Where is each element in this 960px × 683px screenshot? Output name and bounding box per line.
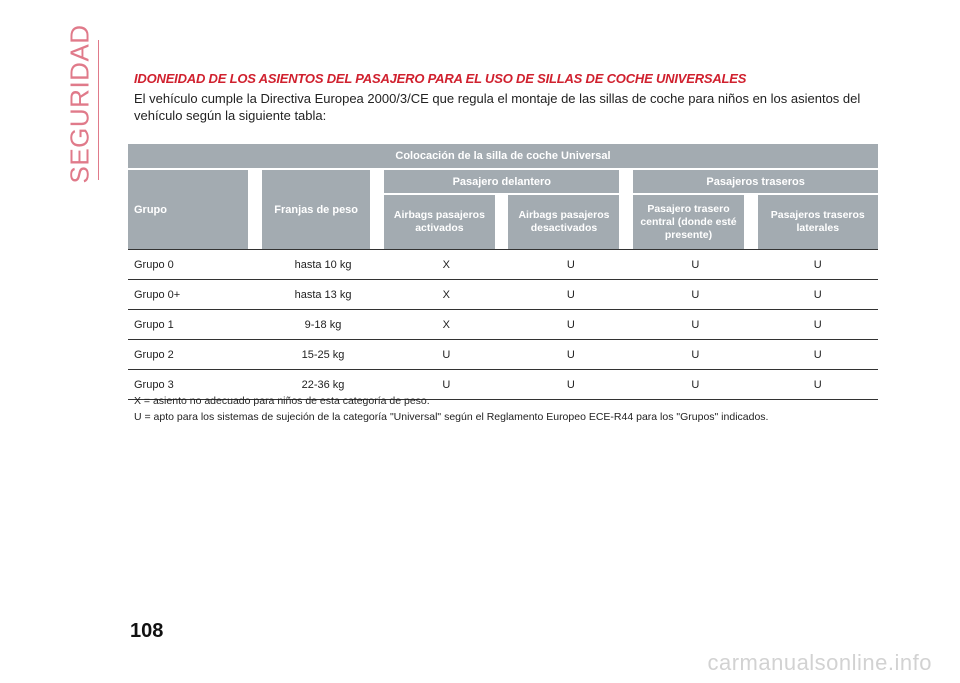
cell-airbag-on: U — [384, 340, 509, 370]
table-legend: X = asiento no adecuado para niños de es… — [134, 393, 914, 425]
header-airbag-on: Airbags pasajeros activados — [384, 195, 495, 249]
cell-airbag-on: X — [384, 249, 509, 280]
header-airbag-off: Airbags pasajeros desactivados — [508, 195, 620, 249]
cell-airbag-off: U — [508, 280, 634, 310]
cell-airbag-on: X — [384, 310, 509, 340]
cell-rear-center: U — [633, 370, 758, 400]
header-rear-center: Pasajero trasero central (donde esté pre… — [633, 195, 744, 249]
page-number: 108 — [130, 620, 164, 642]
side-divider — [98, 40, 99, 180]
header-rear-lateral: Pasajeros traseros laterales — [757, 195, 878, 249]
cell-airbag-off: U — [508, 310, 634, 340]
cell-weight: 22-36 kg — [261, 370, 385, 400]
cell-group: Grupo 3 — [128, 370, 262, 400]
cell-airbag-off: U — [508, 370, 634, 400]
cell-group: Grupo 0+ — [128, 280, 262, 310]
cell-rear-lateral: U — [757, 340, 878, 370]
header-weight: Franjas de peso — [261, 170, 371, 249]
cell-rear-lateral: U — [757, 310, 878, 340]
child-seat-table: Colocación de la silla de coche Universa… — [128, 144, 878, 400]
cell-weight: hasta 13 kg — [261, 280, 385, 310]
header-rear-passengers: Pasajeros traseros — [633, 170, 878, 195]
cell-rear-center: U — [633, 310, 758, 340]
cell-weight: hasta 10 kg — [261, 249, 385, 280]
table-body: Grupo 0 hasta 10 kg X U U U Grupo 0+ has… — [128, 249, 878, 400]
legend-x: X = asiento no adecuado para niños de es… — [134, 395, 430, 407]
intro-paragraph: El vehículo cumple la Directiva Europea … — [134, 91, 861, 123]
cell-airbag-off: U — [508, 249, 634, 280]
cell-group: Grupo 2 — [128, 340, 262, 370]
table-row: Grupo 0 hasta 10 kg X U U U — [128, 249, 878, 280]
legend-u: U = apto para los sistemas de sujeción d… — [134, 411, 769, 423]
header-group: Grupo — [128, 170, 249, 249]
cell-group: Grupo 1 — [128, 310, 262, 340]
table-row: Grupo 3 22-36 kg U U U U — [128, 370, 878, 400]
header-front-passenger: Pasajero delantero — [384, 170, 620, 195]
section-side-label: SEGURIDAD — [64, 24, 95, 184]
cell-rear-lateral: U — [757, 370, 878, 400]
watermark: carmanualsonline.info — [707, 650, 932, 675]
cell-airbag-on: X — [384, 280, 509, 310]
cell-rear-center: U — [633, 249, 758, 280]
table-title: Colocación de la silla de coche Universa… — [128, 144, 878, 170]
cell-rear-lateral: U — [757, 280, 878, 310]
table-row: Grupo 2 15-25 kg U U U U — [128, 340, 878, 370]
cell-rear-center: U — [633, 280, 758, 310]
table-row: Grupo 1 9-18 kg X U U U — [128, 310, 878, 340]
cell-airbag-on: U — [384, 370, 509, 400]
cell-weight: 9-18 kg — [261, 310, 385, 340]
table-row: Grupo 0+ hasta 13 kg X U U U — [128, 280, 878, 310]
cell-group: Grupo 0 — [128, 249, 262, 280]
cell-airbag-off: U — [508, 340, 634, 370]
cell-rear-lateral: U — [757, 249, 878, 280]
cell-weight: 15-25 kg — [261, 340, 385, 370]
section-title: IDONEIDAD DE LOS ASIENTOS DEL PASAJERO P… — [134, 71, 747, 86]
cell-rear-center: U — [633, 340, 758, 370]
